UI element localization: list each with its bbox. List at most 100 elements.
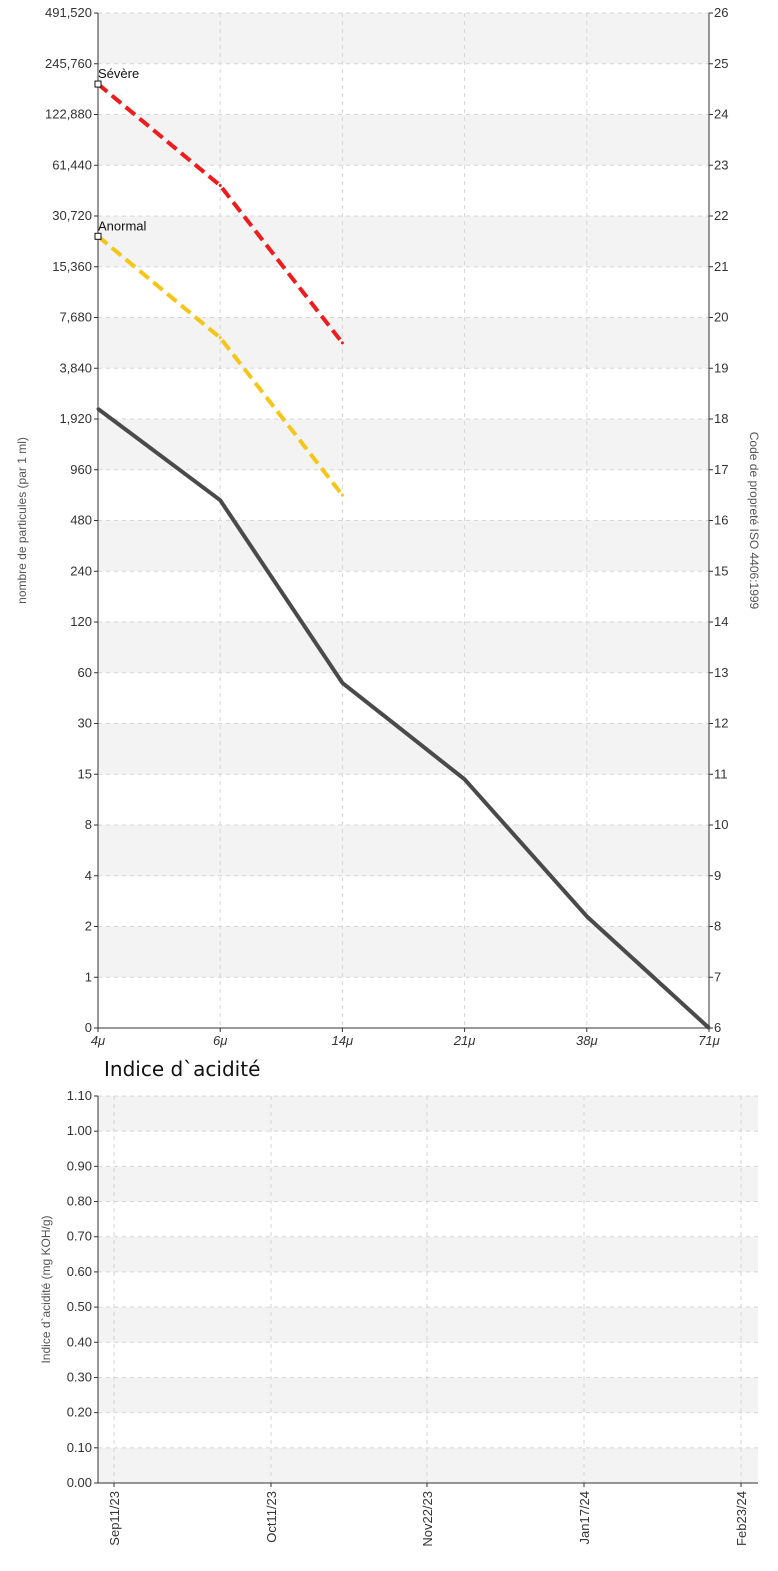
grid-band <box>98 825 709 876</box>
y-tick-label-left: 122,880 <box>45 107 92 122</box>
data-point <box>340 681 344 685</box>
series-line-svre <box>96 82 344 345</box>
grid-band <box>98 1096 758 1132</box>
x-tick-label: 14μ <box>332 1033 354 1048</box>
x-tick-label: 71μ <box>698 1033 720 1048</box>
x-tick-label: Nov22/23 <box>420 1491 435 1547</box>
y-tick-label-left: 7,680 <box>59 310 92 325</box>
threshold-marker <box>94 232 102 240</box>
grid-band <box>98 216 709 267</box>
y-tick-label: 0.40 <box>67 1334 92 1349</box>
y-tick-label-left: 3,840 <box>59 360 92 375</box>
y-tick-label: 0.20 <box>67 1405 92 1420</box>
chart-title: Indice d`acidité <box>104 1057 260 1081</box>
threshold-label: Sévère <box>98 66 139 81</box>
y-tick-label-left: 61,440 <box>52 157 92 172</box>
y-tick-label-right: 24 <box>714 107 728 122</box>
y-tick-label-left: 30 <box>78 716 92 731</box>
y-tick-label-left: 30,720 <box>52 208 92 223</box>
y-tick-label-left: 120 <box>70 614 92 629</box>
y-tick-label-right: 16 <box>714 513 728 528</box>
y-tick-label-right: 10 <box>714 817 728 832</box>
particle-count-chart: 012481530601202404809601,9203,8407,68015… <box>15 5 761 1048</box>
data-point <box>707 1026 711 1030</box>
y-tick-label-left: 960 <box>70 462 92 477</box>
series-line-measured <box>96 407 711 1030</box>
y-tick-label-left: 0 <box>85 1020 92 1035</box>
y-tick-label-left: 15 <box>78 766 92 781</box>
grid-band <box>98 622 709 673</box>
y-tick-label-right: 12 <box>714 716 728 731</box>
y-tick-label-right: 22 <box>714 208 728 223</box>
y-tick-label-left: 480 <box>70 513 92 528</box>
data-point <box>340 493 344 497</box>
y-tick-label-right: 15 <box>714 563 728 578</box>
grid-band <box>98 1166 758 1202</box>
y-tick-label: 0.50 <box>67 1299 92 1314</box>
data-point <box>218 498 222 502</box>
y-tick-label-right: 25 <box>714 56 728 71</box>
y-tick-label: 0.90 <box>67 1158 92 1173</box>
acid-index-chart: Indice d`acidité 0.00 0.10 0.20 0.30 0.40 0.50… <box>39 1057 758 1547</box>
grid-band <box>98 520 709 572</box>
y-tick-label-left: 491,520 <box>45 5 92 20</box>
y-tick-label-right: 7 <box>714 969 721 984</box>
data-point <box>96 407 100 411</box>
y-tick-label-left: 240 <box>70 563 92 578</box>
data-point <box>218 336 222 340</box>
y-axis-title-right: Code de propreté ISO 4406:1999 <box>747 432 761 610</box>
data-point <box>463 777 467 781</box>
x-tick-label: Jan17/24 <box>577 1491 592 1545</box>
y-tick-label-left: 60 <box>78 665 92 680</box>
y-tick-label-right: 8 <box>714 919 721 934</box>
y-tick-label: 0.60 <box>67 1264 92 1279</box>
grid-band <box>98 13 709 64</box>
y-tick-label-right: 20 <box>714 310 728 325</box>
x-tick-label: 38μ <box>576 1033 598 1048</box>
x-tick-label: Feb23/24 <box>734 1491 749 1546</box>
threshold-label: Anormal <box>98 218 147 233</box>
y-axis-title-left: nombre de particules (par 1 ml) <box>15 437 29 604</box>
x-tick-label: 4μ <box>91 1033 105 1048</box>
data-point <box>218 184 222 188</box>
y-tick-label-right: 14 <box>714 614 728 629</box>
y-tick-label-right: 23 <box>714 157 728 172</box>
grid-band <box>98 1447 758 1483</box>
y-tick-label: 0.70 <box>67 1229 92 1244</box>
y-tick-label-right: 13 <box>714 665 728 680</box>
y-axis-title: Indice d`acidité (mg KOH/g) <box>39 1215 53 1363</box>
grid-band <box>98 317 709 369</box>
y-tick-label: 0.10 <box>67 1440 92 1455</box>
y-tick-label-left: 1,920 <box>59 411 92 426</box>
y-tick-label: 0.30 <box>67 1369 92 1384</box>
y-tick-label-left: 8 <box>85 817 92 832</box>
x-tick-label: 21μ <box>453 1033 476 1048</box>
y-tick-label-right: 6 <box>714 1020 721 1035</box>
y-tick-label: 0.80 <box>67 1194 92 1209</box>
y-tick-label-right: 21 <box>714 259 728 274</box>
y-tick-label-right: 26 <box>714 5 728 20</box>
y-tick-label-right: 17 <box>714 462 728 477</box>
x-tick-label: Sep11/23 <box>107 1491 122 1546</box>
data-point <box>585 914 589 918</box>
data-point <box>340 341 344 345</box>
y-tick-label: 1.10 <box>67 1088 92 1103</box>
y-tick-label-right: 9 <box>714 868 721 883</box>
y-tick-label-right: 18 <box>714 411 728 426</box>
grid-band <box>98 419 709 470</box>
grid-band <box>98 1307 758 1343</box>
grid-band <box>98 114 709 166</box>
series-line-anormal <box>96 234 344 497</box>
y-tick-label: 0.00 <box>67 1475 92 1490</box>
y-tick-label-right: 11 <box>714 766 728 781</box>
grid-band <box>98 1377 758 1413</box>
y-tick-label-left: 1 <box>85 969 92 984</box>
x-tick-label: Oct11/23 <box>264 1491 279 1543</box>
y-tick-label-left: 4 <box>85 868 92 883</box>
x-tick-label: 6μ <box>213 1033 227 1048</box>
grid-band <box>98 926 709 978</box>
grid-band <box>98 1236 758 1272</box>
y-tick-label-left: 2 <box>85 919 92 934</box>
threshold-marker <box>94 80 102 88</box>
y-tick-label: 1.00 <box>67 1123 92 1138</box>
